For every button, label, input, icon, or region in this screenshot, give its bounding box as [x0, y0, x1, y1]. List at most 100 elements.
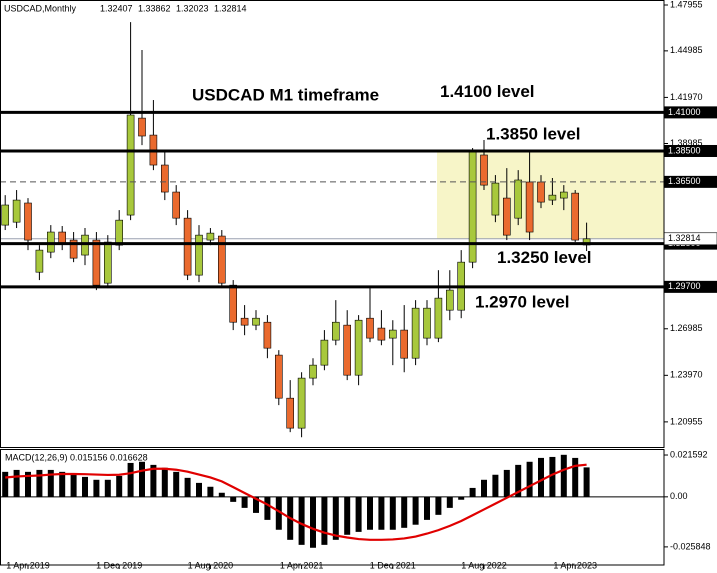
candle-body	[514, 179, 523, 219]
macd-bar	[412, 496, 419, 525]
candle-body	[104, 241, 112, 284]
candle-body	[138, 117, 146, 137]
macd-bar	[492, 474, 499, 497]
level-label: 1.29700	[668, 281, 701, 291]
candle-body	[411, 307, 420, 359]
macd-bar	[458, 496, 465, 500]
macd-bar	[572, 457, 579, 497]
header-value: 1.33862	[138, 3, 171, 13]
level-label: 1.36500	[668, 176, 701, 186]
candle-body	[331, 321, 340, 341]
level-label: 1.41000	[668, 107, 701, 117]
macd-bar	[344, 496, 351, 535]
annotation: USDCAD M1 timeframe	[192, 85, 379, 104]
y-tick-label: 1.44985	[670, 45, 703, 55]
macd-bar	[503, 469, 510, 497]
macd-bar	[25, 471, 31, 497]
macd-title: MACD(12,26,9) 0.015156 0.016628	[5, 452, 148, 462]
level-label-box	[664, 175, 717, 188]
candle-body	[366, 317, 374, 339]
candle-body	[274, 354, 283, 399]
level-label-box	[664, 106, 717, 119]
y-tick-label: 1.38985	[670, 138, 703, 148]
macd-bar	[424, 496, 430, 520]
candle-body	[309, 364, 317, 379]
macd-bar	[481, 479, 487, 497]
current-price-label: 1.32814	[668, 233, 701, 243]
plot-frame	[0, 449, 665, 566]
candle-body	[320, 339, 329, 366]
macd-bar	[150, 464, 157, 497]
macd-bar	[435, 496, 442, 515]
header-value: 1.32814	[214, 3, 247, 13]
candle-body	[24, 202, 32, 241]
level-label-box	[664, 280, 717, 293]
macd-bar	[332, 496, 339, 540]
macd-bar	[298, 496, 305, 545]
macd-bar	[104, 479, 111, 497]
level-annotation: 1.3850 level	[486, 124, 581, 143]
candle-body	[434, 297, 443, 339]
candle-body	[115, 219, 123, 246]
macd-bar	[173, 471, 180, 497]
candle-body	[423, 307, 431, 339]
y-tick-label: 1.26985	[670, 323, 703, 333]
candle-body	[252, 317, 260, 326]
plot-frame	[0, 0, 665, 448]
y-tick-label: 1.23970	[670, 370, 703, 380]
signal-line	[5, 463, 587, 541]
candle-body	[388, 329, 397, 339]
macd-bar	[196, 482, 202, 497]
macd-bar	[310, 496, 316, 548]
candle-body	[468, 151, 477, 263]
macd-bar	[161, 467, 168, 497]
macd-bar	[139, 461, 145, 497]
candle-body	[297, 377, 306, 429]
macd-bar	[116, 475, 123, 497]
header-value: 1.32407	[100, 3, 133, 13]
macd-bar	[515, 464, 522, 497]
macd-bar	[321, 496, 328, 545]
macd-bar	[13, 469, 20, 497]
macd-bar	[389, 496, 396, 530]
candle-body	[195, 234, 203, 276]
macd-bar	[560, 454, 567, 497]
candle-body	[343, 324, 352, 376]
candle-body	[1, 204, 10, 226]
candle-body	[126, 114, 135, 216]
y-tick-label: 1.47955	[670, 0, 703, 9]
macd-bar	[538, 457, 544, 497]
y-tick-label: -0.025848	[670, 541, 711, 551]
candle-body	[69, 239, 78, 259]
macd-bar	[36, 469, 43, 497]
candle-body	[354, 319, 363, 376]
macd-bar	[70, 474, 77, 497]
level-annotation: 1.4100 level	[440, 82, 535, 101]
candle-body	[172, 191, 180, 219]
macd-bar	[2, 471, 9, 497]
candle-body	[559, 191, 568, 199]
level-annotation: 1.3250 level	[497, 248, 592, 267]
candle-body	[12, 199, 21, 223]
level-label: 1.38500	[668, 145, 701, 155]
header-value: 1.32023	[176, 3, 209, 13]
macd-bar	[184, 477, 191, 497]
candle-body	[240, 317, 249, 326]
candle-body	[571, 192, 580, 241]
macd-bar	[583, 467, 590, 497]
candle-body	[548, 194, 557, 201]
chart-title: USDCAD,Monthly	[4, 3, 77, 13]
candle-body	[445, 289, 454, 311]
macd-bar	[275, 496, 282, 530]
macd-bar	[367, 496, 373, 530]
candle-body	[480, 154, 488, 186]
candle-body	[491, 182, 500, 216]
macd-bar	[264, 496, 271, 520]
candle-body	[206, 232, 215, 241]
macd-bar	[218, 492, 225, 497]
macd-bar	[549, 456, 556, 497]
macd-bar	[378, 496, 385, 530]
macd-bar	[207, 486, 214, 497]
y-tick-label: 0.021592	[670, 449, 708, 459]
